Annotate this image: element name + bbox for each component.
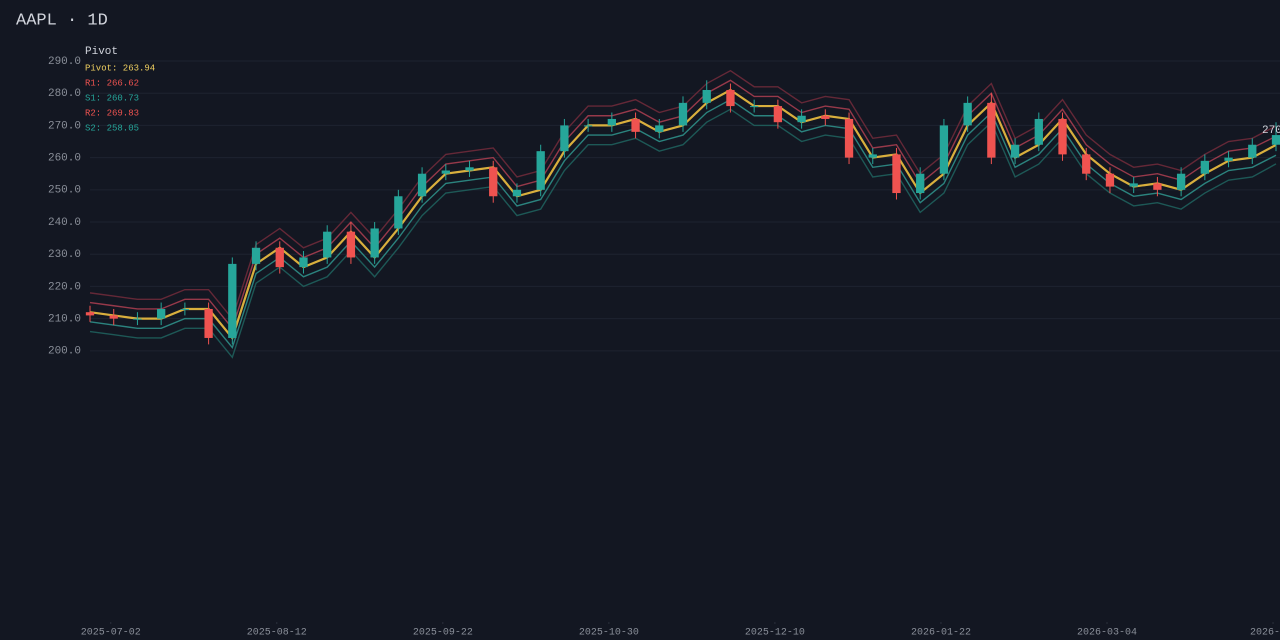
- candle-body: [773, 106, 783, 123]
- candle-body: [417, 173, 427, 197]
- candle-body: [536, 151, 545, 190]
- candle-body: [1058, 118, 1067, 155]
- y-tick-label: 280.0: [48, 88, 81, 100]
- candle-body: [797, 115, 806, 123]
- legend-item: S1: 260.73: [85, 93, 139, 103]
- indicator-name: Pivot: [85, 46, 118, 58]
- candle-body: [631, 118, 640, 132]
- candle-body: [844, 118, 854, 158]
- legend-item: Pivot: 263.94: [85, 63, 155, 73]
- candle-body: [1034, 118, 1043, 145]
- candle-body: [1176, 173, 1186, 190]
- candle-body: [133, 318, 142, 320]
- y-tick-label: 240.0: [48, 217, 81, 229]
- x-tick-label: 2026-03-04: [1077, 628, 1137, 639]
- candle-body: [1129, 183, 1138, 187]
- y-tick-label: 270.0: [48, 120, 81, 132]
- candle-body: [346, 231, 356, 258]
- candle-body: [323, 231, 332, 258]
- candle-body: [299, 257, 308, 268]
- candle-body: [678, 102, 688, 126]
- price-label: 270: [1262, 125, 1280, 137]
- y-tick-label: 250.0: [48, 185, 81, 197]
- candle-body: [1200, 160, 1209, 174]
- x-tick-label: 2026-: [1250, 628, 1280, 639]
- legend-item: R2: 269.83: [85, 108, 139, 118]
- candle-body: [441, 170, 450, 174]
- candle-body: [465, 167, 474, 171]
- candle-body: [180, 308, 190, 310]
- candle-body: [1153, 183, 1162, 190]
- x-tick-label: 2026-01-22: [911, 628, 971, 639]
- x-tick-label: 2025-12-10: [745, 628, 805, 639]
- candle-body: [916, 173, 925, 194]
- candle-body: [1105, 173, 1115, 187]
- candle-body: [987, 102, 996, 158]
- x-tick-label: 2025-08-12: [247, 628, 307, 639]
- candle-body: [370, 228, 379, 258]
- candle-body: [204, 308, 213, 338]
- candle-body: [868, 154, 877, 158]
- y-tick-label: 200.0: [48, 346, 81, 358]
- candle-body: [560, 125, 569, 152]
- y-tick-label: 210.0: [48, 314, 81, 326]
- candle-body: [109, 315, 118, 319]
- candle-body: [1082, 154, 1091, 174]
- chart-title: AAPL · 1D: [16, 11, 108, 30]
- candle-body: [963, 102, 972, 126]
- candle-body: [489, 167, 498, 197]
- candle-body: [1224, 157, 1233, 161]
- legend-item: S2: 258.05: [85, 123, 139, 133]
- x-tick-label: 2025-07-02: [81, 628, 141, 639]
- candle-body: [655, 125, 664, 132]
- candle-body: [726, 89, 735, 107]
- candle-body: [1248, 144, 1257, 158]
- pivot-line: [89, 108, 1277, 359]
- candle-body: [228, 263, 237, 338]
- y-tick-label: 260.0: [48, 153, 81, 165]
- candle-body: [892, 154, 901, 194]
- x-tick-label: 2025-10-30: [579, 628, 639, 639]
- candle-body: [512, 189, 522, 197]
- y-tick-label: 220.0: [48, 281, 81, 293]
- candle-body: [85, 312, 95, 316]
- candle-body: [275, 247, 284, 268]
- candle-body: [394, 196, 403, 229]
- legend-item: R1: 266.62: [85, 78, 139, 88]
- pivot-line: [89, 98, 1277, 350]
- candle-body: [1010, 144, 1020, 158]
- y-tick-label: 230.0: [48, 249, 81, 261]
- candle-body: [157, 308, 166, 319]
- candle-body: [702, 89, 711, 103]
- y-tick-label: 290.0: [48, 56, 81, 68]
- candle-body: [1271, 135, 1280, 145]
- candle-body: [939, 125, 949, 174]
- x-tick-label: 2025-09-22: [413, 628, 473, 639]
- candle-body: [583, 125, 593, 127]
- candle-body: [750, 106, 759, 108]
- candle-body: [251, 247, 261, 264]
- candle-body: [821, 115, 830, 119]
- candle-body: [607, 118, 616, 126]
